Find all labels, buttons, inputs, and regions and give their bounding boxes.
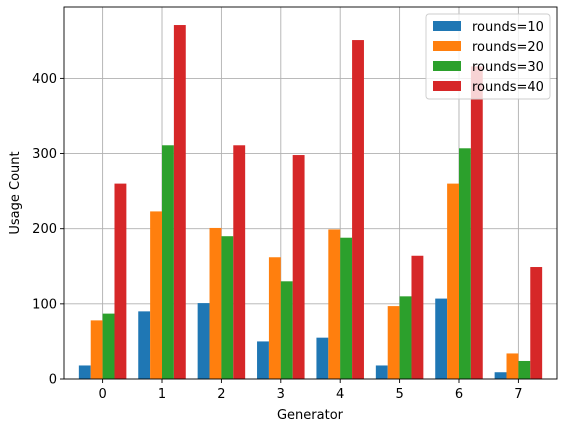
x-tick-label: 7 — [514, 387, 522, 402]
legend-swatch — [433, 61, 461, 71]
bar — [470, 66, 483, 380]
bar — [411, 255, 424, 379]
legend-label: rounds=30 — [472, 60, 544, 75]
bar — [78, 365, 91, 379]
x-tick-label: 6 — [455, 387, 463, 402]
bar — [221, 236, 234, 379]
bar — [292, 155, 305, 379]
bar — [173, 25, 186, 379]
legend-box — [425, 13, 551, 100]
legend-label: rounds=40 — [472, 80, 544, 95]
bar — [518, 360, 531, 379]
bar — [197, 303, 210, 379]
bar — [90, 320, 103, 379]
bar — [328, 229, 341, 379]
legend-label: rounds=10 — [472, 20, 544, 35]
legend-label: rounds=20 — [472, 40, 544, 55]
legend-swatch — [433, 21, 461, 31]
x-tick-label: 5 — [395, 387, 403, 402]
x-tick-label: 1 — [158, 387, 166, 402]
bar — [435, 298, 448, 379]
bar — [399, 296, 412, 379]
bar — [162, 145, 174, 379]
bar — [233, 145, 246, 379]
bar — [150, 211, 163, 379]
x-tick-label: 4 — [336, 387, 344, 402]
x-tick-label: 0 — [98, 387, 106, 402]
bar — [114, 183, 127, 379]
plot-frame — [63, 6, 558, 380]
bar — [458, 148, 471, 379]
bar — [494, 372, 507, 379]
x-axis-ticks: 0 1 2 3 4 5 6 7 — [98, 379, 523, 402]
y-tick-label: 400 — [32, 72, 57, 87]
y-axis-ticks: 0 100 200 300 400 — [32, 72, 64, 388]
bar — [447, 183, 459, 379]
x-axis-label: Generator — [277, 408, 344, 423]
y-tick-label: 100 — [32, 297, 57, 312]
legend-swatch — [433, 41, 461, 51]
y-axis-label: Usage Count — [8, 151, 23, 234]
legend-swatch — [433, 81, 461, 91]
bar — [257, 341, 269, 379]
bar — [530, 267, 543, 379]
bar — [102, 313, 115, 379]
bar — [280, 281, 293, 379]
bar — [209, 227, 222, 379]
bar — [387, 306, 400, 379]
x-tick-label: 2 — [217, 387, 225, 402]
bars — [78, 25, 543, 380]
bar — [506, 353, 519, 379]
bar — [340, 237, 353, 379]
bar — [138, 311, 151, 379]
bar — [316, 337, 329, 379]
bar — [375, 365, 388, 379]
y-tick-label: 200 — [32, 222, 57, 237]
y-tick-label: 0 — [49, 373, 57, 388]
x-tick-label: 3 — [277, 387, 285, 402]
bar — [268, 257, 281, 379]
y-tick-label: 300 — [32, 147, 57, 162]
legend: rounds=10 rounds=20 rounds=30 rounds=40 — [425, 13, 551, 100]
bar — [352, 40, 364, 380]
